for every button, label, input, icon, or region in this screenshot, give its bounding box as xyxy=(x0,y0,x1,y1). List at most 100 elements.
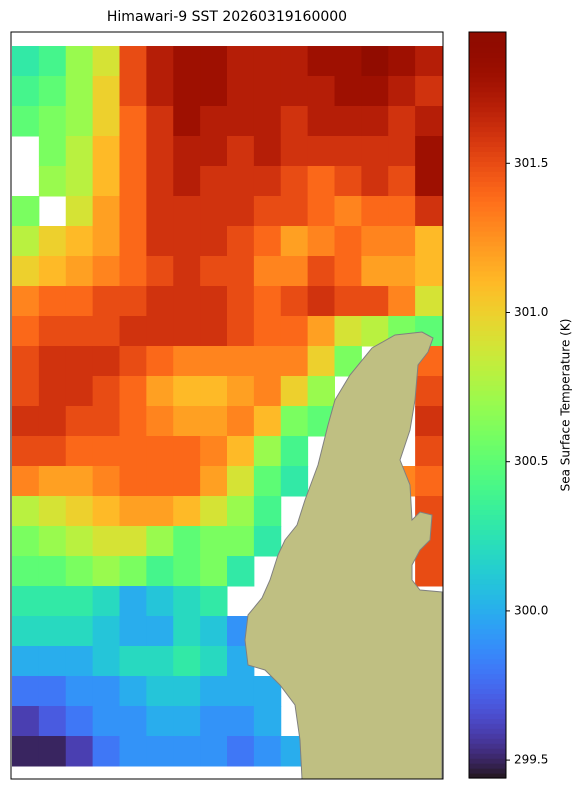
heatmap-cell xyxy=(280,436,309,467)
colorbar-segment xyxy=(469,504,506,511)
heatmap-cell xyxy=(227,106,255,137)
heatmap-cell xyxy=(227,676,255,707)
colorbar-segment xyxy=(469,151,506,157)
colorbar-segment xyxy=(469,41,506,48)
heatmap-cell xyxy=(119,46,147,77)
heatmap-cell xyxy=(173,526,201,557)
heatmap-cell xyxy=(38,406,67,437)
heatmap-cell xyxy=(253,196,282,227)
heatmap-cell xyxy=(92,196,120,227)
colorbar-segment xyxy=(469,554,506,560)
heatmap-cell xyxy=(280,106,309,137)
heatmap-cell xyxy=(38,376,67,407)
heatmap-cell xyxy=(173,406,201,437)
heatmap-cell xyxy=(146,676,174,707)
heatmap-cell xyxy=(361,46,389,77)
heatmap-cell xyxy=(92,706,120,737)
colorbar-segment xyxy=(469,196,506,202)
heatmap-cell xyxy=(227,196,255,227)
heatmap-cell xyxy=(227,496,255,527)
colorbar-segment xyxy=(469,121,506,128)
colorbar-segment xyxy=(469,673,506,680)
heatmap-cell xyxy=(200,496,228,527)
colorbar-segment xyxy=(469,96,506,103)
colorbar-segment xyxy=(469,758,506,764)
heatmap-cell xyxy=(415,436,443,467)
colorbar-segment xyxy=(469,598,506,605)
heatmap-cell xyxy=(146,526,174,557)
colorbar-segment xyxy=(469,733,506,739)
heatmap-cell xyxy=(227,706,255,737)
heatmap-cell xyxy=(146,556,174,587)
heatmap-cell xyxy=(307,76,335,107)
colorbar-segment xyxy=(469,589,506,595)
colorbar-segment xyxy=(469,723,506,729)
heatmap-cell xyxy=(200,46,228,77)
colorbar-segment xyxy=(469,459,506,466)
heatmap-cell xyxy=(227,526,255,557)
heatmap-cell xyxy=(119,496,147,527)
colorbar-segment xyxy=(469,295,506,302)
heatmap-cell xyxy=(415,556,443,587)
colorbar-segment xyxy=(469,325,506,331)
heatmap-cell xyxy=(227,76,255,107)
heatmap-cell xyxy=(119,166,147,197)
colorbar-segment xyxy=(469,250,506,257)
heatmap-cell xyxy=(65,46,94,77)
heatmap-cell xyxy=(173,226,201,257)
heatmap-cell xyxy=(280,406,309,437)
colorbar-segment xyxy=(469,773,506,779)
heatmap-cell xyxy=(12,376,40,407)
heatmap-cell xyxy=(38,316,67,347)
heatmap-cell xyxy=(12,736,40,767)
heatmap-cell xyxy=(253,316,282,347)
heatmap-cell xyxy=(200,286,228,317)
heatmap-cell xyxy=(361,136,389,167)
heatmap-cell xyxy=(361,76,389,107)
heatmap-cell xyxy=(227,436,255,467)
heatmap-cell xyxy=(415,166,443,197)
heatmap-cell xyxy=(38,136,67,167)
colorbar-segment xyxy=(469,370,506,376)
heatmap-cell xyxy=(415,46,443,77)
heatmap-cell xyxy=(92,616,120,647)
heatmap-cell xyxy=(65,166,94,197)
heatmap-cell xyxy=(38,256,67,287)
heatmap-cell xyxy=(119,196,147,227)
heatmap-cell xyxy=(200,676,228,707)
colorbar-segment xyxy=(469,300,506,307)
heatmap-cell xyxy=(253,46,282,77)
heatmap-cell xyxy=(415,106,443,137)
heatmap-cell xyxy=(200,316,228,347)
heatmap-cell xyxy=(38,586,67,617)
heatmap-cell xyxy=(12,346,40,377)
colorbar-segment xyxy=(469,76,506,83)
heatmap-cell xyxy=(146,586,174,617)
heatmap-cell xyxy=(173,136,201,167)
heatmap-cell xyxy=(92,406,120,437)
colorbar-segment xyxy=(469,519,506,525)
heatmap-cell xyxy=(173,436,201,467)
heatmap-cell xyxy=(65,526,94,557)
heatmap-cell xyxy=(334,136,362,167)
heatmap-cell xyxy=(200,76,228,107)
colorbar-segment xyxy=(469,116,506,123)
heatmap-cell xyxy=(38,346,67,377)
colorbar-segment xyxy=(469,206,506,212)
colorbar-segment xyxy=(469,166,506,172)
colorbar-tick-label: 301.0 xyxy=(514,305,548,319)
heatmap-cell xyxy=(146,106,174,137)
heatmap-cell xyxy=(119,286,147,317)
heatmap-cell xyxy=(253,256,282,287)
heatmap-cell xyxy=(173,646,201,677)
heatmap-cell xyxy=(307,376,335,407)
heatmap-cell xyxy=(361,256,389,287)
heatmap-cell xyxy=(12,526,40,557)
heatmap-cell xyxy=(38,166,67,197)
heatmap-cell xyxy=(12,466,40,497)
colorbar-segment xyxy=(469,350,506,356)
colorbar-segment xyxy=(469,216,506,222)
heatmap-cell xyxy=(415,376,443,407)
heatmap-cell xyxy=(12,76,40,107)
heatmap-cell xyxy=(38,46,67,77)
